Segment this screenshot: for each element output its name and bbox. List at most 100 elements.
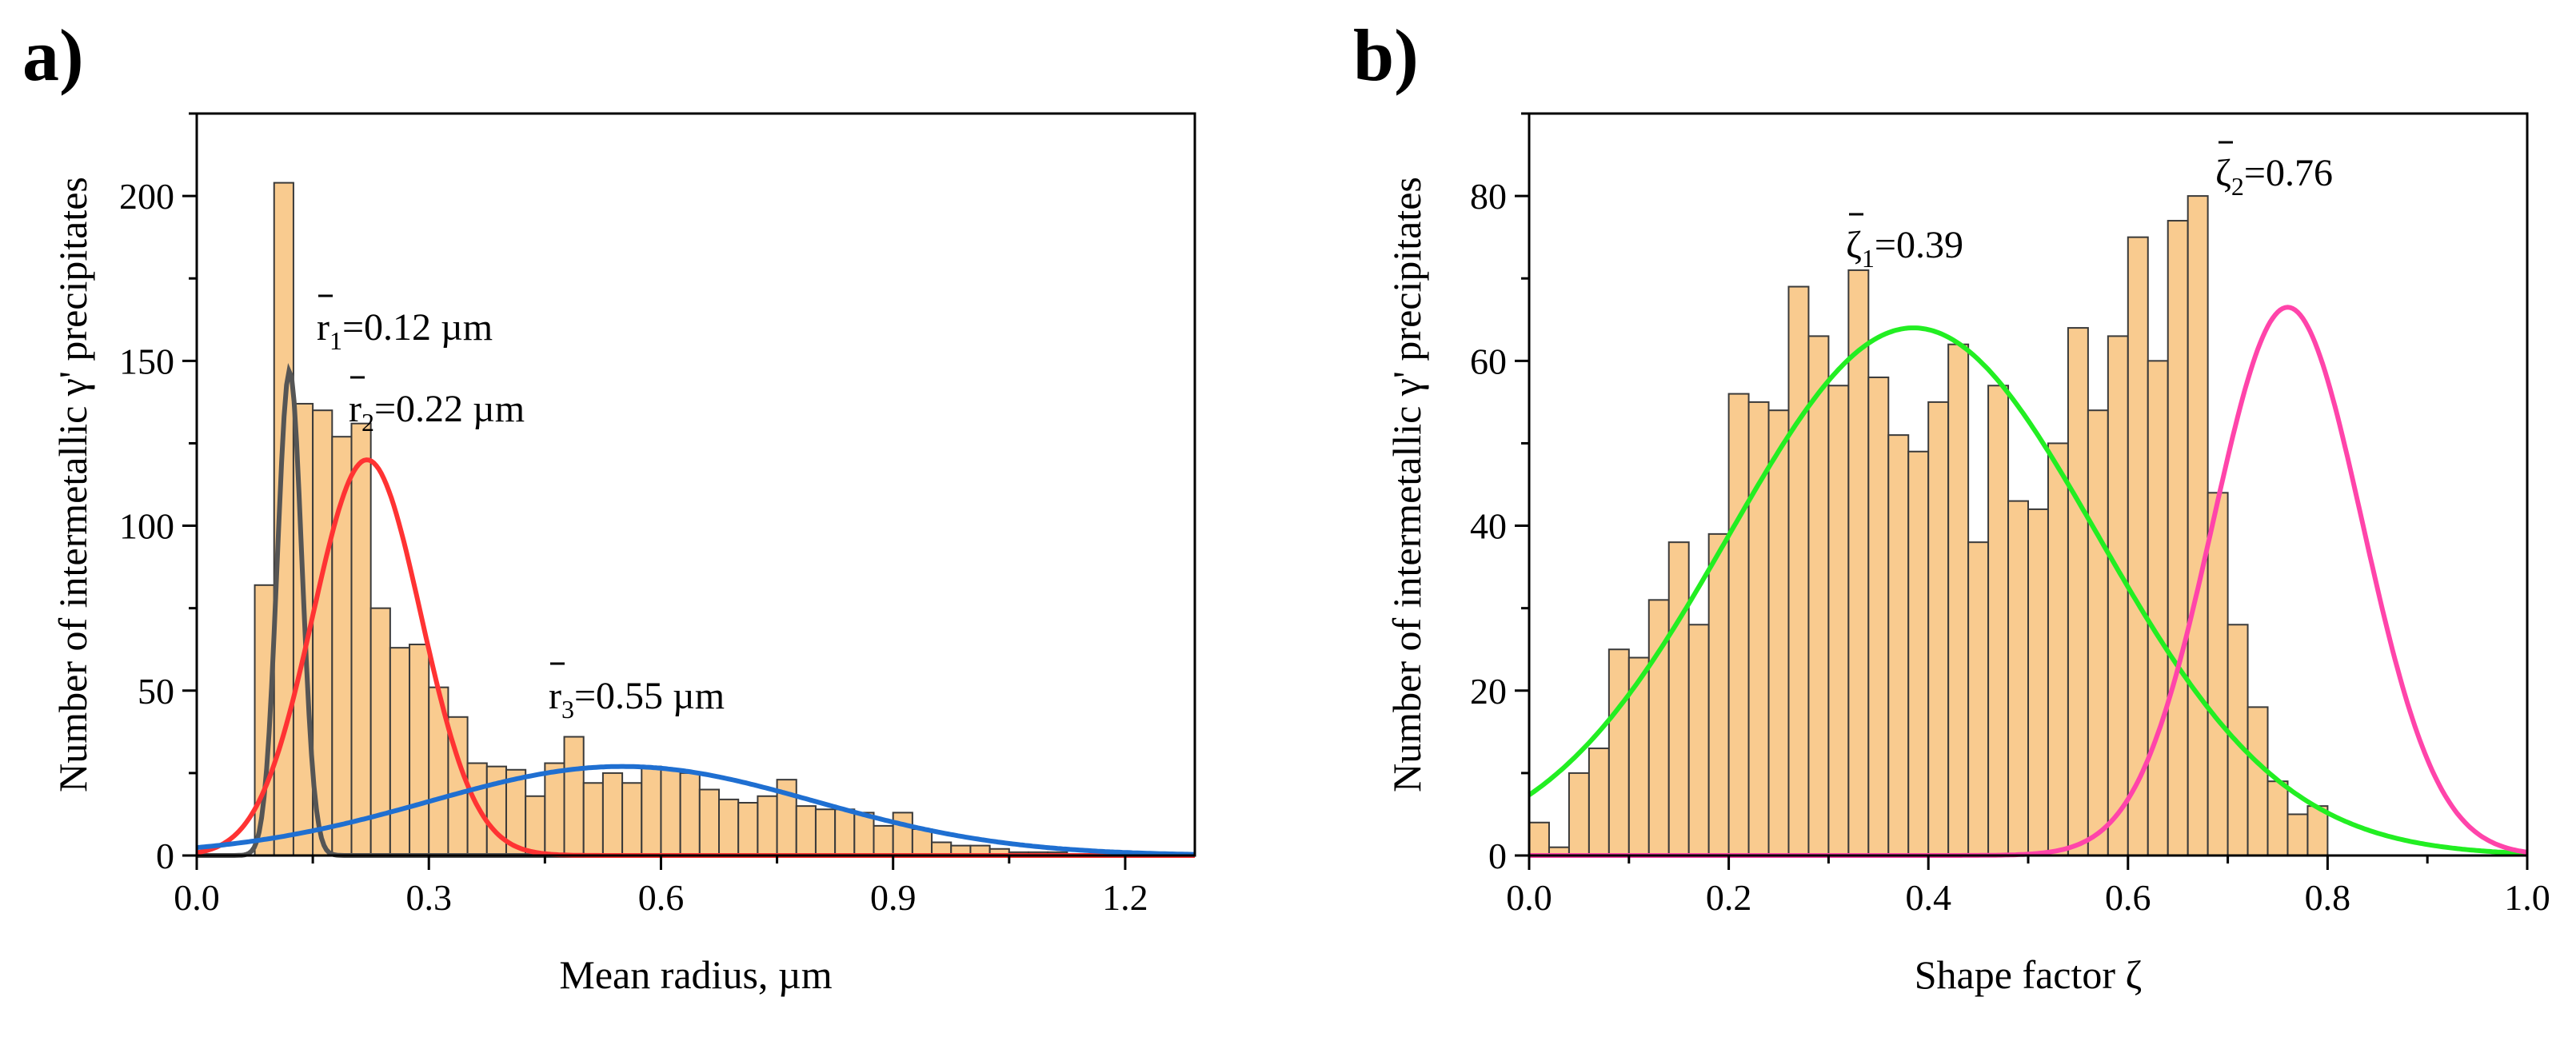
histogram-bar [2147,360,2169,857]
histogram-bar [757,795,778,857]
histogram-bar [1887,434,1910,856]
panel-b-x-axis-title: Shape factor ζ [1915,952,2142,997]
y-tick-label: 80 [1470,176,1507,217]
y-tick-label: 100 [119,506,174,547]
histogram-bar [601,772,624,857]
panel-b-x-ticks: 0.0 0.2 0.4 0.6 0.8 1.0 [1506,856,2550,918]
histogram-bar [2107,335,2129,856]
y-tick-label: 150 [119,341,174,381]
histogram-bar [1867,376,1890,856]
panel-b-bars [1528,195,2329,857]
svg-text:r2=0.22 µm: r2=0.22 µm [349,388,525,437]
histogram-bar [2007,500,2030,856]
x-tick-label: 0.6 [638,877,685,918]
panel-b-annotation-zeta2: ζ2=0.76 [2215,141,2333,201]
histogram-bar [1767,409,1790,856]
panel-a-y-ticks: 0 50 100 150 200 [119,112,197,876]
histogram-bar [641,765,662,857]
histogram-bar [1927,401,1950,856]
panel-a-plot-frame [195,112,1196,857]
histogram-bar [834,808,856,856]
y-tick-label: 0 [156,836,174,876]
panel-a-label: a) [22,14,84,96]
histogram-bar [389,647,411,856]
histogram-bar [873,824,894,857]
x-tick-label: 1.0 [2504,877,2550,918]
panel-a-x-ticks: 0.0 0.3 0.6 0.9 1.2 [174,856,1148,918]
histogram-bar [350,422,372,856]
histogram-bar [1827,385,1850,856]
svg-text:r1=0.12 µm: r1=0.12 µm [317,306,493,355]
histogram-bar [1807,335,1830,856]
y-tick-label: 40 [1470,506,1507,547]
histogram-bar [698,788,721,856]
panel-b-y-axis-title: Number of intermetallic γ' precipitates [1384,177,1429,792]
histogram-bar [563,736,585,857]
histogram-bar [2087,409,2109,856]
histogram-bar [409,644,430,857]
panel-a-y-axis-title: Number of intermetallic γ' precipitates [50,177,95,792]
fit-curve-3 [196,764,1195,857]
histogram-bar [2207,492,2229,856]
histogram-bar [2247,706,2269,857]
histogram-bar [2167,220,2189,856]
histogram-bar [1727,393,1750,857]
histogram-bar [718,798,740,857]
histogram-bar [660,768,681,857]
histogram-bar [1568,772,1590,857]
histogram-bar [1528,821,1550,857]
panel-b-annotation-zeta1: ζ1=0.39 [1846,213,1963,273]
histogram-bar [1667,541,1690,857]
histogram-bar [1687,624,1710,856]
histogram-bar [1707,532,1730,856]
histogram-bar [853,812,875,856]
histogram-bar [1608,648,1630,856]
histogram-bar [1967,541,1990,857]
histogram-bar [2047,442,2069,856]
y-tick-label: 50 [138,671,174,712]
histogram-bar [679,772,701,857]
y-tick-label: 60 [1470,341,1507,381]
histogram-bar [525,795,546,857]
x-tick-label: 0.8 [2305,877,2351,918]
panel-a-bars [254,181,1068,857]
panel-b-label: b) [1353,14,1419,96]
histogram-bar [2286,813,2309,857]
histogram-bar [795,805,817,857]
svg-text:ζ2=0.76: ζ2=0.76 [2215,152,2333,201]
histogram-bar [1987,385,2010,856]
histogram-bar [737,802,759,857]
histogram-bar [911,828,933,856]
histogram-bar [814,808,837,856]
histogram-bar [1787,285,1810,856]
histogram-bar [621,782,643,856]
histogram-bar [2266,780,2289,857]
x-tick-label: 0.9 [870,877,917,918]
histogram-bar [2187,195,2209,857]
x-tick-label: 0.0 [174,877,220,918]
svg-text:ζ1=0.39: ζ1=0.39 [1846,224,1963,273]
panel-a-annotation-r1: r1=0.12 µm [317,294,493,355]
svg-text:r3=0.55 µm: r3=0.55 µm [549,675,725,724]
y-tick-label: 20 [1470,671,1507,712]
histogram-bar [2027,508,2049,857]
histogram-bar [1907,450,1930,856]
panel-b-y-ticks: 0 20 40 60 80 [1470,112,1529,876]
histogram-bar [892,812,913,856]
histogram-bar [582,782,604,856]
panel-a-x-axis-title: Mean radius, µm [559,952,832,997]
x-tick-label: 1.2 [1102,877,1148,918]
fit-curve-1 [1528,325,2528,856]
histogram-bar [2067,327,2089,857]
x-tick-label: 0.3 [405,877,452,918]
panel-a: a) 0.0 0.3 0.6 0.9 1.2 0 50 100 150 200 Mean rad… [22,14,1196,997]
panel-a-annotation-r3: r3=0.55 µm [549,662,725,724]
histogram-bar [1947,343,1970,856]
x-tick-label: 0.2 [1706,877,1752,918]
x-tick-label: 0.4 [1905,877,1951,918]
x-tick-label: 0.0 [1506,877,1552,918]
panel-b: b) 0.0 0.2 0.4 0.6 0.8 1.0 0 20 40 60 80 Shape fa… [1353,14,2550,997]
panel-a-annotation-r2: r2=0.22 µm [349,376,525,437]
histogram-bar [1588,747,1610,857]
